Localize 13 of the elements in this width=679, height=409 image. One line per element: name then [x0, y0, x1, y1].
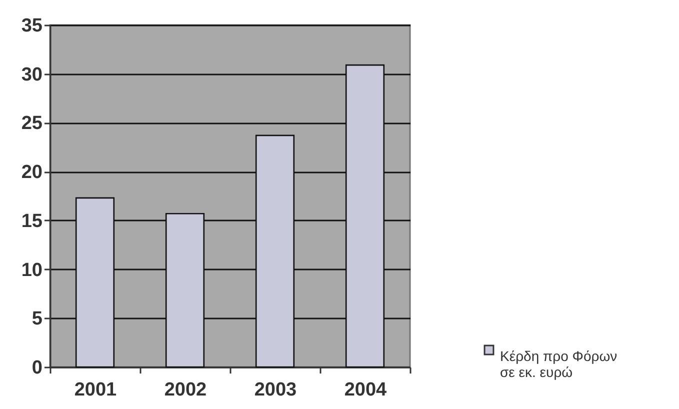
x-tick-label: 2004 [344, 380, 388, 400]
y-tick-label: 20 [21, 162, 42, 184]
x-tick-label: 2002 [164, 380, 207, 400]
y-tick-label: 5 [32, 308, 43, 330]
y-tick-label: 35 [21, 16, 43, 36]
legend-label: Κέρδη προ Φόρων σε εκ. ευρώ [500, 348, 618, 380]
x-tick-label: 2001 [74, 380, 118, 400]
y-tick-label: 25 [21, 113, 43, 134]
y-tick-label: 15 [21, 210, 43, 232]
y-tick-label: 0 [32, 358, 42, 378]
y-tick-label: 10 [21, 260, 42, 281]
y-tick-label: 30 [21, 64, 42, 86]
x-tick-label: 2003 [254, 380, 297, 400]
